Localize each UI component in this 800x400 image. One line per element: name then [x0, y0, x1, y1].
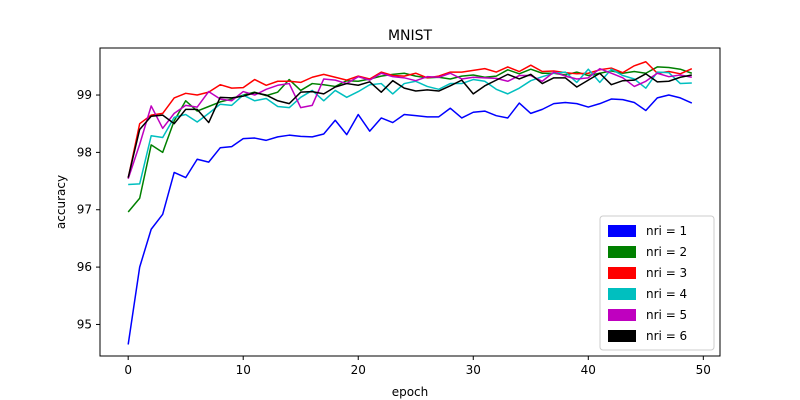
series-layer: [127, 61, 693, 345]
legend-label: nri = 5: [646, 308, 687, 322]
y-tick-label: 95: [77, 317, 92, 331]
series-line-1: [127, 94, 693, 345]
x-tick-label: 10: [236, 363, 251, 377]
legend-swatch: [608, 225, 636, 237]
x-tick-label: 20: [351, 363, 366, 377]
legend-swatch: [608, 330, 636, 342]
x-axis-label: epoch: [392, 385, 429, 399]
legend-swatch: [608, 267, 636, 279]
x-tick-label: 40: [581, 363, 596, 377]
x-axis: 0 10 20 30 40 50: [124, 356, 711, 377]
legend-label: nri = 3: [646, 266, 687, 280]
y-tick-label: 97: [77, 203, 92, 217]
legend-label: nri = 4: [646, 287, 687, 301]
y-tick-label: 96: [77, 260, 92, 274]
series-line-4: [128, 68, 692, 186]
x-tick-label: 0: [124, 363, 132, 377]
legend-label: nri = 2: [646, 245, 687, 259]
y-tick-label: 99: [77, 88, 92, 102]
legend-swatch: [608, 309, 636, 321]
legend-label: nri = 6: [646, 329, 687, 343]
legend: nri = 1 nri = 2 nri = 3 nri = 4 nri = 5 nri =…: [599, 215, 715, 351]
legend-label: nri = 1: [646, 224, 687, 238]
legend-swatch: [608, 246, 636, 258]
series-line-6: [127, 72, 692, 178]
y-axis-label: accuracy: [54, 175, 68, 229]
legend-swatch: [608, 288, 636, 300]
axes-frame: [99, 47, 721, 357]
y-tick-label: 98: [77, 145, 92, 159]
x-tick-label: 50: [696, 363, 711, 377]
chart-title: MNIST: [388, 28, 433, 44]
y-axis: 95 96 97 98 99: [77, 88, 100, 331]
x-tick-label: 30: [466, 363, 481, 377]
plot-area: [127, 61, 693, 345]
series-line-5: [127, 67, 692, 180]
